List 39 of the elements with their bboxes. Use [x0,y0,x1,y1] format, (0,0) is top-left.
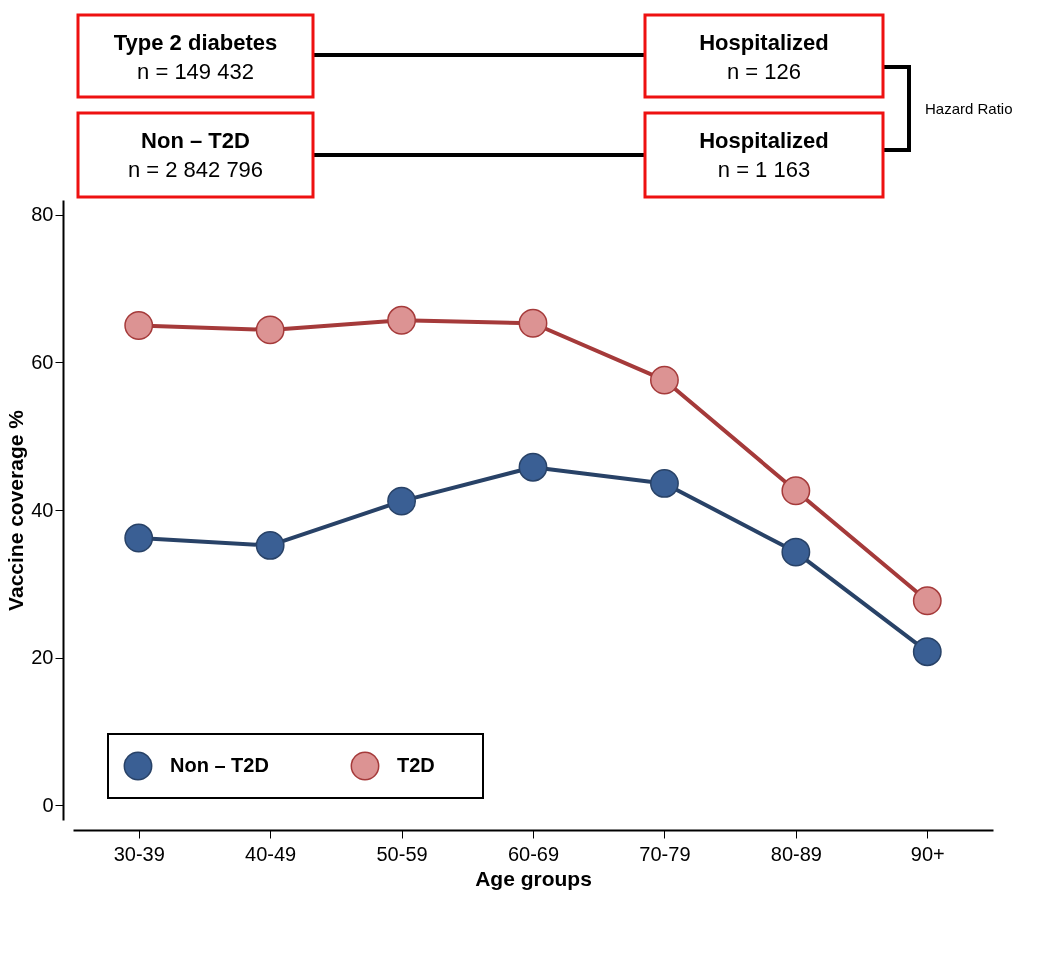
y-axis-title: Vaccine coverage % [4,409,28,611]
point [124,311,154,340]
x-tick-label: 70-79 [639,842,691,865]
x-tick-label: 30-39 [113,842,165,865]
x-tick-label: 40-49 [245,842,297,865]
point [518,452,548,482]
x-axis-title: Age groups [475,866,592,890]
text: Type 2 diabetes [113,30,278,55]
point [781,476,811,506]
text: Hazard Ratio [925,100,1013,117]
text: Non – T2D [141,128,250,153]
point [387,305,417,335]
y-tick-label: 0 [42,793,54,816]
text: n = 126 [726,59,802,84]
x-tick-label: 50-59 [376,842,428,865]
text: Hospitalized [699,30,829,55]
point [649,365,679,395]
x-tick-label: 80-89 [770,842,822,865]
point [124,523,154,553]
point [255,531,285,560]
point [255,315,285,345]
point [912,637,942,667]
point [649,469,679,498]
point [912,586,942,616]
text: n = 1 163 [717,157,811,182]
x-tick-label: 60-69 [507,842,560,865]
y-tick-label: 60 [31,350,54,373]
text: n = 149 432 [137,59,254,84]
x-tick-label: 90+ [910,842,945,865]
point [518,308,548,338]
y-tick-label: 20 [31,646,54,669]
point [781,537,811,567]
text: n = 2 842 796 [127,157,264,182]
y-tick-label: 40 [31,498,54,521]
y-tick-label: 80 [31,203,54,226]
point [387,486,417,516]
legend-label: Non – T2D [170,754,269,776]
text: Hospitalized [699,128,829,153]
legend-label: T2D [397,754,435,776]
